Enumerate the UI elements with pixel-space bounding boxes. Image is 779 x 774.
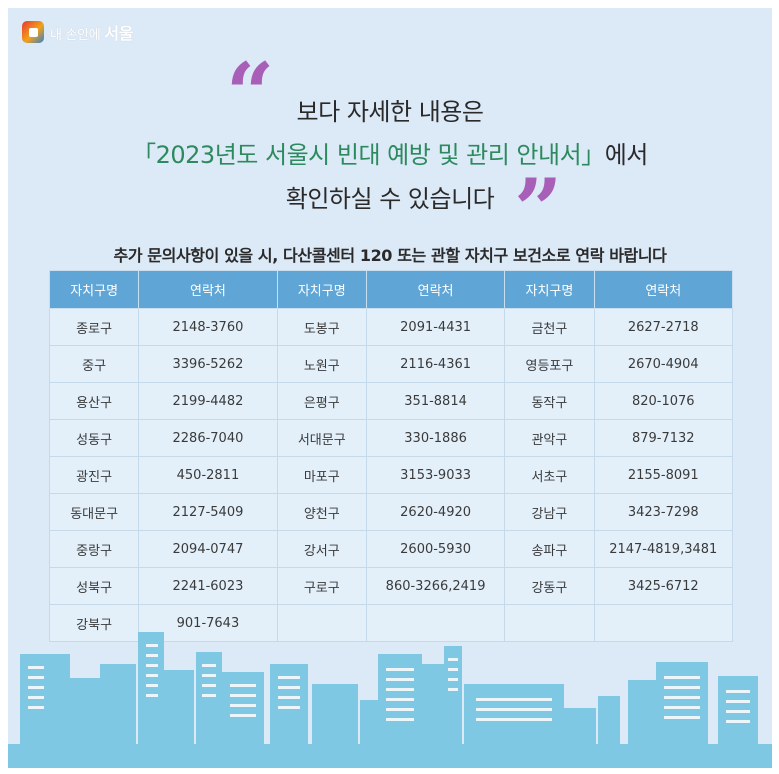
phone-cell: 351-8814 — [365, 382, 506, 420]
table-row: 강북구 901-7643 — [48, 604, 734, 642]
district-cell: 은평구 — [276, 382, 367, 420]
phone-cell: 2091-4431 — [365, 308, 506, 346]
district-cell: 성북구 — [48, 567, 140, 605]
headline-line-2-suffix: 에서 — [604, 141, 649, 169]
phone-cell: 879-7132 — [593, 419, 734, 457]
phone-cell: 3423-7298 — [593, 493, 734, 531]
district-cell: 동작구 — [504, 382, 595, 420]
district-cell: 도봉구 — [276, 308, 367, 346]
phone-cell: 2199-4482 — [138, 382, 278, 420]
phone-cell: 2241-6023 — [138, 567, 278, 605]
district-cell: 성동구 — [48, 419, 140, 457]
brand-prefix: 내 손안에 — [50, 28, 101, 43]
phone-cell: 2147-4819,3481 — [593, 530, 734, 568]
district-cell: 강동구 — [504, 567, 595, 605]
district-cell: 광진구 — [48, 456, 140, 494]
city-skyline-illustration — [8, 632, 772, 768]
table-row: 중랑구 2094-0747 강서구 2600-5930 송파구 2147-481… — [48, 530, 734, 568]
header-phone: 연락처 — [138, 270, 278, 309]
phone-cell: 2286-7040 — [138, 419, 278, 457]
table-header-row: 자치구명 연락처 자치구명 연락처 자치구명 연락처 — [48, 270, 734, 309]
headline-line-2: 「2023년도 서울시 빈대 예방 및 관리 안내서」에서 — [8, 135, 772, 170]
header-district: 자치구명 — [48, 270, 140, 309]
district-cell: 노원구 — [276, 345, 367, 383]
phone-cell: 3153-9033 — [365, 456, 506, 494]
brand-logo: 내 손안에 서울 — [22, 20, 133, 44]
phone-cell: 2600-5930 — [365, 530, 506, 568]
phone-cell: 2155-8091 — [593, 456, 734, 494]
phone-cell: 820-1076 — [593, 382, 734, 420]
phone-cell: 330-1886 — [365, 419, 506, 457]
table-row: 동대문구 2127-5409 양천구 2620-4920 강남구 3423-72… — [48, 493, 734, 531]
phone-cell: 2627-2718 — [593, 308, 734, 346]
contact-notice: 추가 문의사항이 있을 시, 다산콜센터 120 또는 관할 자치구 보건소로 … — [113, 246, 667, 265]
table-row: 광진구 450-2811 마포구 3153-9033 서초구 2155-8091 — [48, 456, 734, 494]
district-cell: 마포구 — [276, 456, 367, 494]
table-row: 성북구 2241-6023 구로구 860-3266,2419 강동구 3425… — [48, 567, 734, 605]
header-phone: 연락처 — [593, 270, 734, 309]
phone-cell — [593, 604, 734, 642]
headline-line-3: 확인하실 수 있습니다 — [285, 185, 495, 213]
district-cell: 강북구 — [48, 604, 140, 642]
phone-cell: 2094-0747 — [138, 530, 278, 568]
district-cell: 서대문구 — [276, 419, 367, 457]
district-cell: 관악구 — [504, 419, 595, 457]
phone-cell: 450-2811 — [138, 456, 278, 494]
brand-name: 서울 — [104, 24, 134, 43]
table-row: 성동구 2286-7040 서대문구 330-1886 관악구 879-7132 — [48, 419, 734, 457]
phone-cell: 2670-4904 — [593, 345, 734, 383]
district-contact-table: 자치구명 연락처 자치구명 연락처 자치구명 연락처 종로구 2148-3760… — [48, 270, 734, 642]
district-cell: 용산구 — [48, 382, 140, 420]
district-cell — [276, 604, 367, 642]
district-cell: 종로구 — [48, 308, 140, 346]
phone-cell: 2127-5409 — [138, 493, 278, 531]
phone-cell: 2116-4361 — [365, 345, 506, 383]
district-cell: 강남구 — [504, 493, 595, 531]
district-cell: 송파구 — [504, 530, 595, 568]
open-quote-icon: “ — [226, 44, 275, 143]
header-phone: 연락처 — [365, 270, 506, 309]
phone-cell — [365, 604, 506, 642]
brand-text: 내 손안에 서울 — [50, 20, 133, 44]
district-cell: 중구 — [48, 345, 140, 383]
phone-cell: 3396-5262 — [138, 345, 278, 383]
district-cell: 중랑구 — [48, 530, 140, 568]
district-cell: 동대문구 — [48, 493, 140, 531]
header-district: 자치구명 — [276, 270, 367, 309]
district-cell — [504, 604, 595, 642]
district-cell: 강서구 — [276, 530, 367, 568]
district-cell: 금천구 — [504, 308, 595, 346]
header-district: 자치구명 — [504, 270, 595, 309]
district-cell: 서초구 — [504, 456, 595, 494]
district-cell: 구로구 — [276, 567, 367, 605]
close-quote-icon: ” — [514, 160, 563, 259]
guide-title: 「2023년도 서울시 빈대 예방 및 관리 안내서」 — [132, 141, 605, 169]
district-cell: 양천구 — [276, 493, 367, 531]
phone-cell: 860-3266,2419 — [365, 567, 506, 605]
table-row: 종로구 2148-3760 도봉구 2091-4431 금천구 2627-271… — [48, 308, 734, 346]
headline-line-1: 보다 자세한 내용은 — [296, 98, 484, 126]
district-cell: 영등포구 — [504, 345, 595, 383]
phone-cell: 2148-3760 — [138, 308, 278, 346]
table-row: 용산구 2199-4482 은평구 351-8814 동작구 820-1076 — [48, 382, 734, 420]
phone-cell: 3425-6712 — [593, 567, 734, 605]
phone-cell: 2620-4920 — [365, 493, 506, 531]
info-card: 내 손안에 서울 “ 보다 자세한 내용은 「2023년도 서울시 빈대 예방 … — [8, 8, 772, 768]
table-row: 중구 3396-5262 노원구 2116-4361 영등포구 2670-490… — [48, 345, 734, 383]
seoul-logo-icon — [22, 21, 44, 43]
